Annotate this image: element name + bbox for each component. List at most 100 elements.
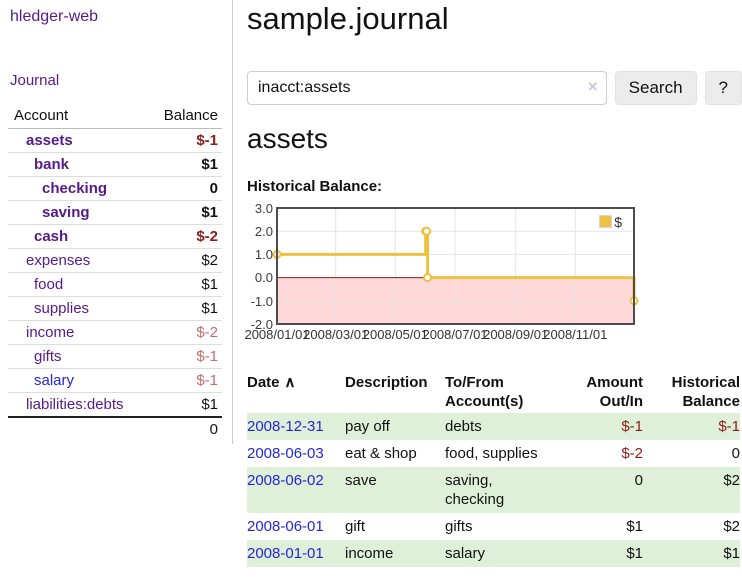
account-row: assets $-1 — [8, 128, 222, 153]
accounts-table: Account Balance assets $-1 bank $1 checking 0… — [8, 104, 222, 441]
search-button[interactable]: Search — [614, 71, 697, 106]
transaction-amount: $1 — [626, 517, 643, 535]
account-heading: assets — [247, 123, 328, 155]
chart-frame — [276, 206, 635, 325]
search-box: × — [247, 71, 607, 106]
account-row: food $1 — [8, 272, 222, 297]
page-title: sample.journal — [247, 1, 449, 36]
account-balance: $1 — [201, 396, 218, 413]
transaction-amount: 0 — [634, 471, 643, 489]
x-axis-tick-label: 2008/01/01 — [244, 326, 310, 342]
transaction-amount: $-2 — [621, 444, 643, 462]
account-link[interactable]: assets — [26, 132, 73, 149]
x-axis-tick-label: 2008/11/01 — [543, 326, 608, 342]
account-link[interactable]: liabilities:debts — [26, 396, 124, 413]
account-balance: $-2 — [148, 224, 222, 249]
account-balance: $1 — [148, 200, 222, 225]
transaction-description: save — [345, 471, 377, 489]
x-axis-tick-label: 2008/09/01 — [483, 326, 549, 342]
account-row: expenses $2 — [8, 248, 222, 273]
transaction-description: gift — [345, 517, 366, 535]
transaction-accounts: saving, checking — [445, 471, 505, 508]
register-row[interactable]: 2008-01-01 income salary $1 $1 — [247, 539, 740, 567]
account-link[interactable]: food — [34, 276, 64, 293]
transaction-description: pay off — [345, 417, 390, 435]
account-row: income $-2 — [8, 320, 222, 345]
account-link[interactable]: bank — [34, 156, 70, 173]
app-title[interactable]: hledger-web — [10, 8, 99, 25]
y-axis-tick-label: 2.0 — [254, 224, 273, 240]
transaction-balance: $2 — [723, 471, 740, 489]
account-row: supplies $1 — [8, 296, 222, 321]
col-header-date[interactable]: Date ∧ — [247, 373, 296, 391]
transaction-date-link[interactable]: 2008-12-31 — [247, 417, 324, 435]
data-point-marker — [422, 226, 432, 236]
accounts-total-row: 0 — [8, 416, 222, 441]
transaction-date-link[interactable]: 2008-06-02 — [247, 471, 324, 489]
transaction-balance: $-1 — [718, 417, 740, 435]
col-header-balance: Historical Balance — [671, 373, 740, 410]
transaction-balance: $2 — [723, 517, 740, 535]
account-balance: 0 — [148, 176, 222, 201]
help-button[interactable]: ? — [704, 71, 742, 106]
accounts-total-balance: 0 — [148, 416, 222, 441]
transaction-accounts: debts — [445, 417, 482, 435]
account-link[interactable]: supplies — [34, 300, 90, 317]
x-axis-tick-label: 2008/07/01 — [422, 326, 488, 342]
chart-legend: $ — [598, 212, 623, 231]
account-row: cash $-2 — [8, 224, 222, 249]
account-link[interactable]: income — [26, 324, 75, 341]
search-form: × Search ? — [247, 71, 742, 106]
chart-canvas — [272, 206, 639, 325]
account-row: bank $1 — [8, 152, 222, 177]
transaction-amount: $1 — [626, 544, 643, 562]
transaction-amount: $-1 — [621, 417, 643, 435]
account-link[interactable]: cash — [34, 228, 69, 245]
x-axis-tick-label: 2008/03/01 — [303, 326, 369, 342]
account-row: salary $-1 — [8, 368, 222, 393]
transaction-balance: $1 — [723, 544, 740, 562]
x-axis-tick-label: 2008/05/01 — [362, 326, 428, 342]
account-balance: $-1 — [148, 344, 222, 369]
register-row[interactable]: 2008-06-03 eat & shop food, supplies $-2 0 — [247, 440, 740, 467]
register-row[interactable]: 2008-12-31 pay off debts $-1 $-1 — [247, 412, 740, 440]
register-row[interactable]: 2008-06-02 save saving, checking 0 $2 — [247, 466, 740, 513]
sidebar-item-journal[interactable]: Journal — [10, 72, 60, 89]
account-balance: $-1 — [148, 128, 222, 153]
transaction-description: income — [345, 544, 394, 562]
main-pane: sample.journal × Search ? assets Histori… — [244, 0, 742, 567]
account-link[interactable]: checking — [42, 180, 108, 197]
account-balance: $-1 — [148, 368, 222, 393]
search-input[interactable] — [247, 71, 607, 106]
transaction-date-link[interactable]: 2008-01-01 — [247, 544, 324, 562]
account-balance: $-2 — [148, 320, 222, 345]
account-link[interactable]: gifts — [34, 348, 62, 365]
transaction-accounts: gifts — [445, 517, 473, 535]
chart-title: Historical Balance: — [247, 177, 383, 195]
account-balance: $1 — [148, 152, 222, 177]
transaction-date-link[interactable]: 2008-06-01 — [247, 517, 324, 535]
account-row: gifts $-1 — [8, 344, 222, 369]
y-axis-tick-label: -1.0 — [250, 293, 273, 309]
clear-search-icon[interactable]: × — [587, 77, 598, 97]
data-point-marker — [423, 272, 433, 282]
account-link[interactable]: saving — [42, 204, 90, 221]
historical-balance-chart: $ 3.0 2.0 1.0 0.0 -1.0 -2.0 2008/01/01 2008/03/… — [244, 201, 742, 350]
col-header-amount: Amount Out/In — [586, 373, 643, 410]
transaction-balance: 0 — [731, 444, 740, 462]
account-link[interactable]: salary — [34, 372, 75, 389]
col-header-accounts: To/From Account(s) — [445, 373, 524, 410]
account-row: checking 0 — [8, 176, 222, 201]
transaction-accounts: salary — [445, 544, 486, 562]
account-balance: $2 — [148, 248, 222, 273]
register-row[interactable]: 2008-06-01 gift gifts $1 $2 — [247, 513, 740, 540]
transaction-date-link[interactable]: 2008-06-03 — [247, 444, 324, 462]
accounts-header-account: Account — [8, 104, 149, 129]
sidebar: hledger-web Journal Account Balance asse… — [0, 0, 233, 444]
legend-swatch-icon — [599, 215, 613, 229]
account-link[interactable]: expenses — [26, 252, 91, 269]
accounts-header-row: Account Balance — [8, 104, 222, 129]
y-axis-tick-label: 3.0 — [254, 200, 273, 216]
sort-asc-icon: ∧ — [284, 373, 296, 391]
transaction-description: eat & shop — [345, 444, 417, 462]
